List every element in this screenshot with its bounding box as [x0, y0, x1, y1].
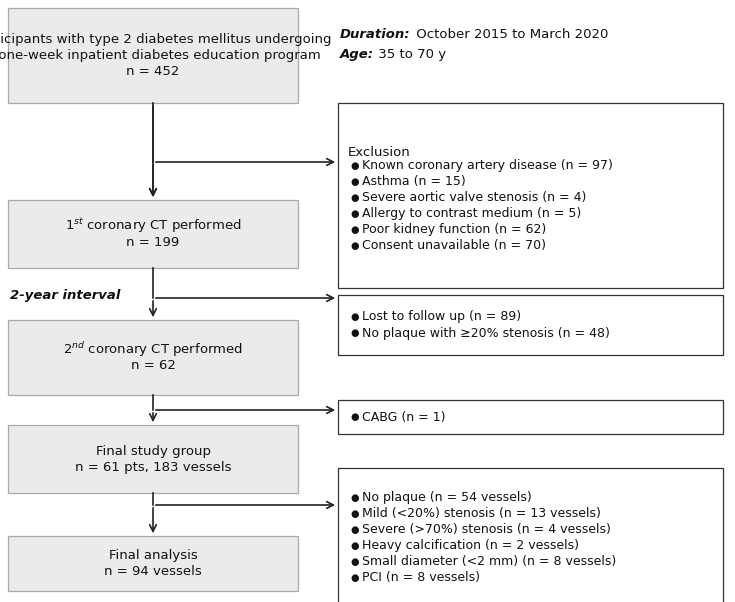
Text: Mild (<20%) stenosis (n = 13 vessels): Mild (<20%) stenosis (n = 13 vessels): [362, 507, 601, 521]
Text: ●: ●: [350, 541, 359, 551]
Text: Participants with type 2 diabetes mellitus undergoing: Participants with type 2 diabetes mellit…: [0, 33, 331, 46]
Text: Known coronary artery disease (n = 97): Known coronary artery disease (n = 97): [362, 159, 613, 172]
Bar: [338, 295, 723, 355]
Bar: [8, 425, 298, 493]
Bar: [338, 400, 723, 434]
Text: ●: ●: [350, 312, 359, 322]
Text: n = 61 pts, 183 vessels: n = 61 pts, 183 vessels: [75, 461, 232, 474]
Bar: [8, 8, 298, 103]
Text: Severe (>70%) stenosis (n = 4 vessels): Severe (>70%) stenosis (n = 4 vessels): [362, 524, 611, 536]
Text: 1$^{st}$ coronary CT performed: 1$^{st}$ coronary CT performed: [65, 217, 241, 235]
Text: Final study group: Final study group: [96, 444, 210, 458]
Text: 2$^{nd}$ coronary CT performed: 2$^{nd}$ coronary CT performed: [63, 340, 243, 359]
Text: ●: ●: [350, 509, 359, 519]
Text: 35 to 70 y: 35 to 70 y: [374, 48, 446, 61]
Text: n = 94 vessels: n = 94 vessels: [104, 565, 202, 578]
Text: ●: ●: [350, 557, 359, 567]
Text: n = 62: n = 62: [131, 359, 176, 372]
Text: PCI (n = 8 vessels): PCI (n = 8 vessels): [362, 571, 480, 585]
Text: ●: ●: [350, 208, 359, 219]
Text: n = 452: n = 452: [126, 65, 179, 78]
Text: Exclusion: Exclusion: [348, 146, 411, 159]
Text: ●: ●: [350, 241, 359, 250]
Text: Allergy to contrast medium (n = 5): Allergy to contrast medium (n = 5): [362, 207, 581, 220]
Bar: [8, 320, 298, 395]
Text: a one-week inpatient diabetes education program: a one-week inpatient diabetes education …: [0, 49, 320, 62]
Bar: [338, 468, 723, 602]
Text: ●: ●: [350, 161, 359, 170]
Text: Heavy calcification (n = 2 vessels): Heavy calcification (n = 2 vessels): [362, 539, 579, 553]
Text: Age:: Age:: [340, 48, 374, 61]
Text: Duration:: Duration:: [340, 28, 411, 41]
Text: 2-year interval: 2-year interval: [10, 290, 121, 302]
Text: Small diameter (<2 mm) (n = 8 vessels): Small diameter (<2 mm) (n = 8 vessels): [362, 556, 616, 568]
Text: ●: ●: [350, 193, 359, 202]
Text: ●: ●: [350, 493, 359, 503]
Text: Lost to follow up (n = 89): Lost to follow up (n = 89): [362, 311, 521, 323]
Text: October 2015 to March 2020: October 2015 to March 2020: [412, 28, 609, 41]
Bar: [8, 536, 298, 591]
Text: Final analysis: Final analysis: [109, 549, 198, 562]
Bar: [338, 103, 723, 288]
Text: ●: ●: [350, 525, 359, 535]
Text: Asthma (n = 15): Asthma (n = 15): [362, 175, 466, 188]
Text: No plaque with ≥20% stenosis (n = 48): No plaque with ≥20% stenosis (n = 48): [362, 326, 610, 340]
Bar: [8, 200, 298, 268]
Text: ●: ●: [350, 225, 359, 235]
Text: Consent unavailable (n = 70): Consent unavailable (n = 70): [362, 239, 546, 252]
Text: CABG (n = 1): CABG (n = 1): [362, 411, 445, 423]
Text: n = 199: n = 199: [126, 235, 179, 249]
Text: ●: ●: [350, 412, 359, 422]
Text: ●: ●: [350, 328, 359, 338]
Text: ●: ●: [350, 573, 359, 583]
Text: Severe aortic valve stenosis (n = 4): Severe aortic valve stenosis (n = 4): [362, 191, 587, 204]
Text: Poor kidney function (n = 62): Poor kidney function (n = 62): [362, 223, 546, 236]
Text: No plaque (n = 54 vessels): No plaque (n = 54 vessels): [362, 491, 531, 504]
Text: ●: ●: [350, 176, 359, 187]
